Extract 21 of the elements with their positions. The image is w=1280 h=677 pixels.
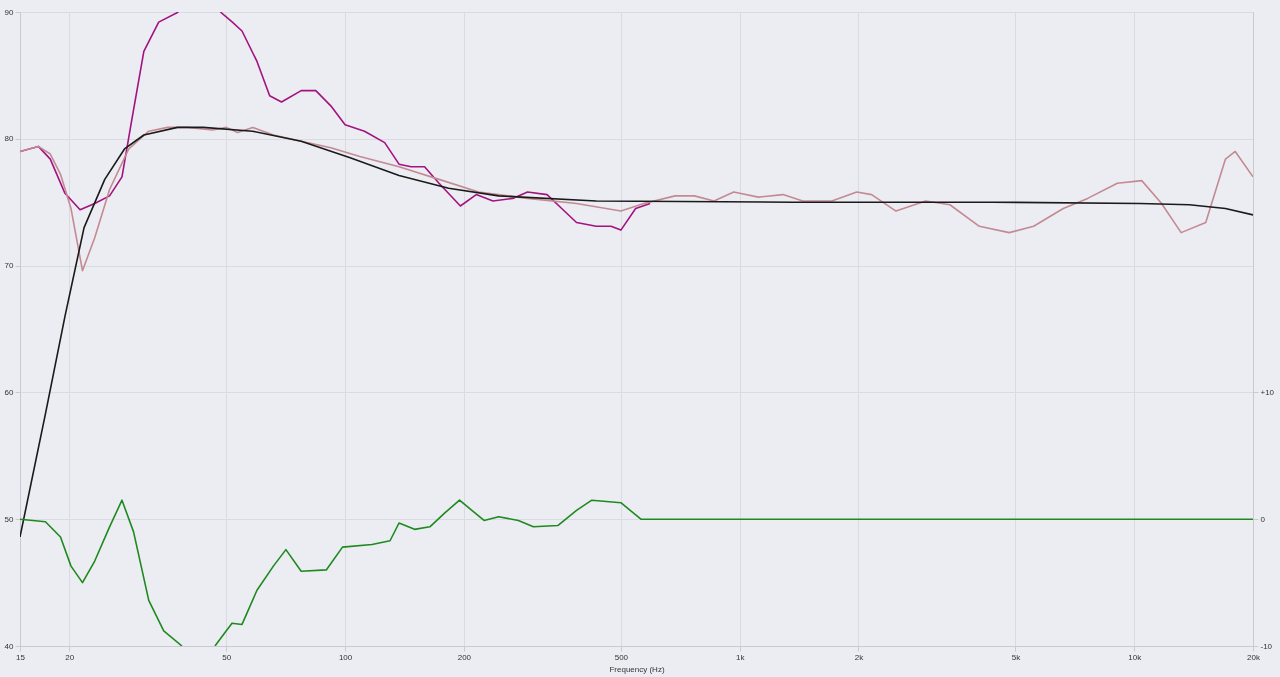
y2-tick-label: -10 bbox=[1260, 641, 1273, 651]
y-tick-label: 50 bbox=[4, 514, 15, 524]
y2-tick-label: +10 bbox=[1260, 387, 1275, 397]
x-tick-label: 100 bbox=[338, 652, 353, 662]
x-tick-label: 10k bbox=[1128, 652, 1143, 662]
x-tick-label: 5k bbox=[1011, 652, 1022, 662]
x-tick-label: 2k bbox=[854, 652, 865, 662]
x-tick-label: 20 bbox=[65, 652, 75, 662]
x-tick-label: 50 bbox=[222, 652, 232, 662]
x-tick-label: 500 bbox=[614, 652, 629, 662]
y-tick-label: 80 bbox=[4, 134, 15, 144]
y-tick-label: 90 bbox=[4, 7, 15, 17]
y-tick-label: 60 bbox=[4, 387, 15, 397]
x-tick-label: 200 bbox=[457, 652, 472, 662]
y2-tick-label: 0 bbox=[1260, 514, 1266, 524]
x-tick-label: 1k bbox=[735, 652, 746, 662]
x-axis-title: Frequency (Hz) bbox=[609, 664, 665, 674]
y-tick-label: 40 bbox=[4, 641, 15, 651]
y-tick-label: 70 bbox=[4, 261, 15, 271]
x-tick-label: 15 bbox=[16, 652, 26, 662]
x-tick-label: 20k bbox=[1247, 652, 1261, 662]
